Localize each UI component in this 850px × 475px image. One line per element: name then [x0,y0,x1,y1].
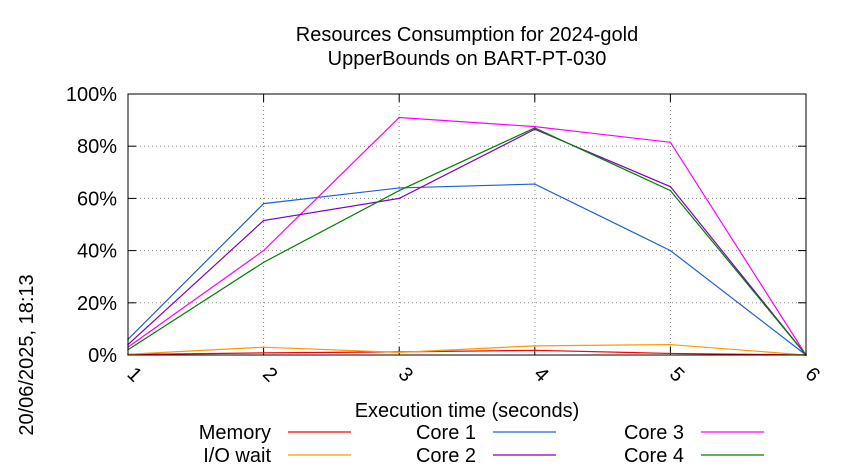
data-point [262,219,265,222]
data-point [398,351,401,354]
series-lines [127,116,807,356]
y-tick-label: 0% [88,345,117,367]
series-core-1 [127,183,807,356]
data-point [669,249,672,252]
chart-title-line2: UpperBounds on BART-PT-030 [328,48,607,70]
x-tick-label: 3 [394,363,417,386]
data-point [669,189,672,192]
legend-entry: Core 1 [416,422,556,444]
series-line [127,128,807,356]
data-point [262,249,265,252]
series-line [127,183,807,356]
legend-label: Core 1 [416,422,476,444]
data-point [398,116,401,119]
legend: Memory Core 1 Core 3 I/O wait Core 2 Core 4 [199,422,764,467]
legend-label: Core 3 [624,422,684,444]
data-point [534,345,536,347]
data-point [534,125,536,128]
legend-label: Core 2 [416,445,476,467]
y-tick-label: 20% [77,293,117,315]
x-tick-label: 6 [801,363,824,386]
grid [128,94,806,355]
data-point [398,187,401,189]
y-tick-label: 80% [77,136,117,158]
legend-entry: Core 3 [624,422,764,444]
x-axis-label: Execution time (seconds) [355,400,580,422]
plot-frame [127,93,807,356]
axis-ticks: 0% 20% 40% 60% 80% 100% 1 2 3 4 5 6 [66,84,824,386]
series-line [127,127,807,356]
chart-title-line1: Resources Consumption for 2024-gold [296,24,638,46]
x-tick-label: 4 [529,363,552,386]
legend-entry: Core 4 [624,445,764,467]
legend-entry: Memory [199,422,351,444]
data-point [669,352,672,355]
legend-label: I/O wait [203,445,271,467]
series-core-3 [127,116,807,356]
legend-entry: I/O wait [203,445,351,467]
series-line [127,349,807,356]
series-core-2 [127,128,807,356]
data-point [398,197,401,200]
legend-entry: Core 2 [416,445,556,467]
y-tick-label: 60% [77,188,117,210]
y-tick-label: 40% [77,241,117,263]
series-line [127,343,807,356]
series-core-4 [127,127,807,356]
data-point [398,189,401,192]
x-tick-label: 5 [665,363,688,386]
y-tick-label: 100% [66,84,117,106]
data-point [262,352,265,354]
x-tick-label: 1 [123,363,146,386]
data-point [262,346,265,348]
series-line [127,116,807,356]
legend-label: Memory [199,422,271,444]
data-point [669,343,672,346]
data-point [534,127,536,129]
data-point [534,183,536,185]
data-point [534,349,536,352]
data-point [262,261,265,264]
data-point [669,141,672,144]
data-point [669,185,672,188]
legend-label: Core 4 [624,445,684,467]
x-tick-label: 2 [258,363,281,386]
timestamp-label: 20/06/2025, 18:13 [16,274,38,435]
data-point [534,128,536,131]
data-point [262,202,265,205]
